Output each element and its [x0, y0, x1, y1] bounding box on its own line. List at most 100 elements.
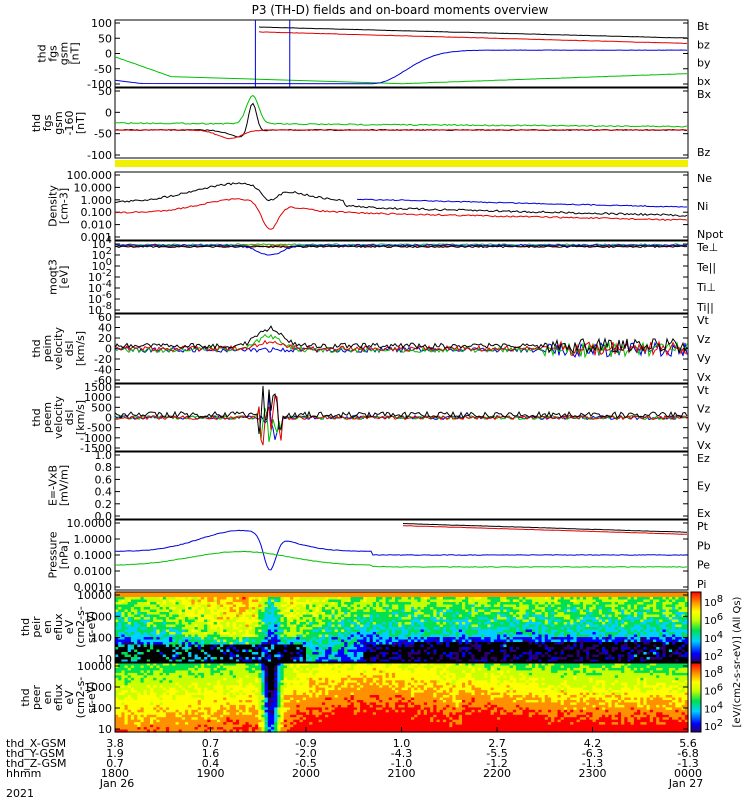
legend-entry: Pb	[697, 539, 711, 552]
y-tick-label: -50	[94, 63, 112, 76]
x-tick-label: 2000	[292, 767, 320, 780]
x-tick-label: 2300	[579, 767, 607, 780]
y-axis-label: eflux	[52, 613, 65, 641]
legend-entry: Vy	[697, 352, 711, 365]
panel-8: 10.0000 1.0000 0.1000 0.0100 0.0010 Pressure[…	[47, 517, 711, 594]
legend-entry: Ti||	[696, 301, 714, 314]
panel-frame	[114, 451, 689, 520]
y-tick-label: 60	[98, 311, 112, 324]
legend-entry: Vz	[697, 402, 711, 415]
legend-entry: Vy	[697, 421, 711, 434]
y-axis-label: velocity	[52, 327, 65, 370]
y-tick-label: 50	[98, 32, 112, 45]
x-row-label: thd_Z-GSM	[6, 757, 66, 770]
y-tick-label: 50	[98, 85, 112, 98]
series-line-1	[402, 523, 687, 533]
y-tick-label: 10	[98, 653, 112, 666]
y-tick-label: 100	[91, 632, 112, 645]
y-tick-label: 20	[98, 332, 112, 345]
legend-entry: Ni	[697, 200, 708, 213]
x-tick-label: 5.6	[679, 737, 697, 750]
y-axis-label: eV	[63, 690, 76, 705]
legend-entry: bz	[697, 38, 710, 51]
y-tick-label: 1000	[84, 391, 112, 404]
y-tick-label: 0.0010	[74, 581, 113, 594]
y-tick-label: -100	[87, 78, 112, 91]
y-tick-label: 100	[91, 17, 112, 30]
y-tick-label: 1500	[84, 381, 112, 394]
y-tick-label: 0.010	[81, 219, 113, 232]
x-tick-label: 1.6	[202, 747, 220, 760]
y-tick-label: 500	[91, 401, 112, 414]
panels: 100500-50-100thdfgsgsm[nT]Btbzbybx500-50…	[19, 17, 724, 736]
y-axis-label: peer	[30, 685, 43, 711]
x-tick-label: -1.3	[582, 757, 603, 770]
colorbar-tick: 108	[704, 665, 723, 680]
spectrogram-cells	[115, 663, 689, 733]
series-line-3	[114, 245, 688, 249]
x-tick-label: 2.7	[488, 737, 506, 750]
y-axis-label: thd	[30, 114, 43, 132]
series-line-4	[114, 325, 688, 355]
x-row-label: hhmm	[6, 767, 41, 780]
y-tick-label: 40	[98, 322, 112, 335]
y-tick-label: -1500	[80, 442, 112, 455]
panel-frame	[114, 591, 689, 663]
legend-entry: Vt	[697, 384, 710, 397]
y-axis-label: thd	[36, 44, 49, 62]
y-axis-label: moqt3	[47, 259, 60, 295]
y-tick-label: 100.000	[67, 169, 113, 182]
y-tick-label: -20	[94, 353, 112, 366]
x-tick-label: -1.3	[677, 757, 698, 770]
legend-entry: Pt	[697, 520, 709, 533]
panel-frame	[114, 240, 689, 314]
series-line-3	[114, 56, 688, 85]
y-tick-label: 0.0	[95, 510, 113, 523]
series-line-1	[114, 102, 688, 138]
y-axis-label: thd	[19, 688, 32, 706]
y-axis-label: en	[41, 620, 54, 634]
x-tick-label: 1.0	[393, 737, 411, 750]
y-axis-label: [km/s]	[74, 400, 87, 435]
colorbar	[690, 662, 702, 733]
series-line-1	[114, 182, 688, 217]
x-tick-label: 4.2	[584, 737, 602, 750]
y-tick-label: 10000	[77, 660, 112, 673]
y-tick-label: -100	[87, 149, 112, 162]
start-date: Jan 26	[99, 777, 134, 790]
x-tick-label: 0.7	[202, 737, 220, 750]
y-tick-label: 0	[105, 48, 112, 61]
y-axis-label: sr-eV)	[85, 611, 98, 643]
legend-entry: Bz	[697, 146, 711, 159]
x-tick-label: -0.9	[295, 737, 316, 750]
x-tick-label: -2.0	[295, 747, 316, 760]
y-axis-label: fgs	[47, 45, 60, 62]
x-tick-label: -1.2	[486, 757, 507, 770]
series-line-1	[258, 26, 687, 39]
y-tick-label: 0.4	[95, 486, 113, 499]
y-axis-label: [eV]	[58, 266, 71, 289]
legend-entry: Vt	[697, 314, 710, 327]
y-axis-label: gsm	[52, 111, 65, 134]
x-axis-labels: thd_X-GSM 3.8 0.7 -0.9 1.0 2.7 4.2 5.6 thd_Y-GSM…	[6, 727, 703, 800]
panel-7: 1.00.80.60.40.20.0 E=-VxB[mV/m] Ez Ey Ex	[47, 449, 711, 523]
legend-entry: Npot	[697, 228, 724, 241]
legend-entry: Pe	[697, 559, 710, 572]
y-axis-label: peem	[41, 402, 54, 433]
spectrogram-cells	[115, 592, 689, 663]
legend-entry: Pi	[697, 578, 706, 591]
legend-entry: Ne	[697, 172, 712, 185]
y-tick-label: 100	[91, 702, 112, 715]
legend-entry: Te⊥	[696, 241, 718, 254]
y-tick-label: 0	[105, 343, 112, 356]
y-axis-label: [nT]	[69, 42, 82, 64]
x-row-label: thd_Y-GSM	[6, 747, 65, 760]
y-tick-label: -50	[94, 128, 112, 141]
y-axis-label: eV	[63, 619, 76, 634]
y-axis-label: [nT]	[74, 112, 87, 134]
y-tick-label: 1000	[84, 610, 112, 623]
legend-entry: Vz	[697, 333, 711, 346]
x-tick-label: 1.9	[106, 747, 124, 760]
